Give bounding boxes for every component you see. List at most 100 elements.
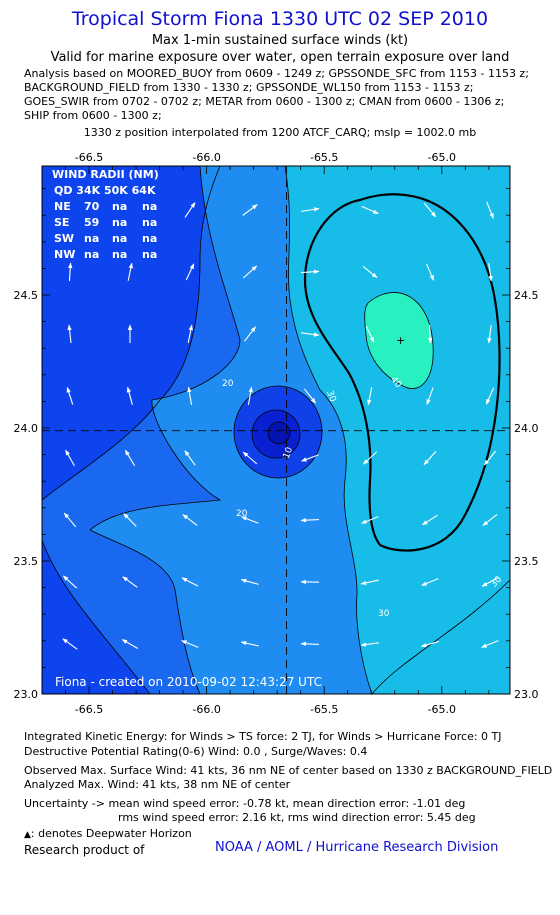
uncertainty-line-1: Uncertainty -> mean wind speed error: -0… — [24, 797, 466, 810]
deepwater-label: : denotes Deepwater Horizon — [30, 827, 192, 840]
wind-arrow — [486, 201, 494, 219]
wind-arrow — [66, 386, 74, 405]
deepwater-legend: ▲: denotes Deepwater Horizon — [24, 827, 192, 840]
wind-radii-qd: SW — [54, 232, 74, 245]
wind-radii-qd: NW — [54, 248, 75, 261]
wind-arrow — [360, 642, 379, 647]
wind-arrow — [300, 518, 320, 523]
wind-arrow — [481, 640, 499, 648]
wind-arrow — [362, 451, 377, 465]
analysis-line-1: Analysis based on MOORED_BUOY from 0609 … — [24, 67, 529, 80]
wind-arrow — [181, 577, 199, 587]
lat-tick-label: 24.0 — [14, 422, 39, 435]
wind-arrow — [121, 639, 139, 649]
wind-radii-64k: na — [142, 248, 157, 261]
wind-arrow — [240, 578, 259, 585]
lon-tick-label: -66.0 — [192, 703, 220, 715]
analysis-line-3: GOES_SWIR from 0702 - 0702 z; METAR from… — [24, 95, 505, 108]
dpr-line: Destructive Potential Rating(0-6) Wind: … — [24, 745, 368, 758]
wind-radii-64k: na — [142, 216, 157, 229]
wind-arrow — [304, 388, 316, 404]
lon-tick-label: -66.0 — [192, 151, 220, 164]
wind-arrow — [123, 513, 137, 527]
contour-label-20-south: 20 — [236, 509, 248, 519]
wind-arrow — [423, 450, 437, 466]
wind-arrow — [426, 387, 434, 405]
contour-label-30-center: 30 — [324, 389, 337, 403]
wind-radii-50k: na — [112, 248, 127, 261]
wind-arrow — [184, 450, 196, 466]
triangle-icon: ▲ — [24, 830, 31, 840]
wind-arrow — [124, 449, 136, 466]
lat-tick-label: 24.5 — [14, 289, 39, 302]
contour-label-30-south: 30 — [378, 609, 390, 619]
wind-arrow — [63, 512, 77, 528]
wind-arrow — [67, 324, 72, 344]
noaa-link[interactable]: NOAA / AOML / Hurricane Research Divisio… — [215, 840, 499, 855]
wind-radii-34k: na — [84, 248, 99, 261]
wind-radii-50k: na — [112, 216, 127, 229]
wind-arrow — [425, 263, 435, 281]
wind-radii-50k: na — [112, 200, 127, 213]
wind-arrow — [420, 641, 439, 648]
wind-arrow — [362, 265, 378, 279]
research-label: Research product of — [24, 843, 145, 857]
core-center — [268, 422, 290, 444]
wind-arrow — [247, 386, 253, 405]
wind-arrow — [242, 451, 258, 465]
zone-30-40 — [285, 166, 510, 694]
wind-radii-qd: NE — [54, 200, 71, 213]
wind-arrow — [301, 332, 320, 337]
lon-tick-label: -66.5 — [75, 703, 103, 715]
wind-arrow — [367, 387, 373, 406]
lat-tick-label: 24.5 — [514, 289, 539, 302]
wind-radii-50k: na — [112, 232, 127, 245]
wind-radii-64k: na — [142, 200, 157, 213]
wind-arrow — [423, 202, 437, 218]
map-subtitle-2: Valid for marine exposure over water, op… — [50, 50, 510, 65]
wind-arrow — [62, 575, 78, 589]
analyzed-max-wind: Analyzed Max. Wind: 41 kts, 38 nm NE of … — [24, 778, 291, 791]
wind-arrow — [427, 324, 433, 344]
wind-radii-table: WIND RADII (NM) QD 34K 50K 64K NE 70 na … — [52, 168, 159, 261]
lat-tick-label: 23.5 — [14, 555, 39, 568]
wind-arrow — [242, 265, 258, 279]
wind-arrow — [182, 514, 198, 526]
wind-arrow — [187, 324, 193, 343]
lon-tick-label: -65.0 — [428, 703, 456, 715]
wind-arrow — [181, 640, 199, 648]
wind-arrow — [421, 578, 439, 586]
wind-arrow — [185, 263, 195, 281]
max-wind-marker-icon: + — [396, 334, 405, 347]
map-title: Tropical Storm Fiona 1330 UTC 02 SEP 201… — [71, 8, 489, 30]
wind-arrow — [361, 516, 379, 524]
wind-arrow — [184, 202, 196, 218]
wind-arrow — [301, 454, 319, 462]
wind-arrow — [485, 387, 495, 405]
contour-34kt — [303, 193, 501, 552]
wind-radii-title: WIND RADII (NM) — [52, 168, 159, 181]
map-credit: Fiona - created on 2010-09-02 12:43:27 U… — [55, 675, 322, 689]
wind-arrow — [241, 516, 259, 524]
observed-max-wind: Observed Max. Surface Wind: 41 kts, 36 n… — [24, 764, 553, 777]
contour-label-20-west: 20 — [222, 379, 234, 389]
wind-radii-34k: 59 — [84, 216, 99, 229]
wind-arrow — [483, 450, 497, 466]
wind-arrow — [360, 579, 379, 586]
wind-arrow — [187, 386, 193, 405]
wind-arrow — [488, 263, 493, 282]
lon-tick-label: -65.0 — [428, 151, 456, 164]
analysis-line-2: BACKGROUND_FIELD from 1330 - 1330 z; GPS… — [24, 81, 474, 94]
wind-arrow — [127, 262, 133, 281]
wind-arrow — [300, 269, 320, 274]
wind-radii-header: QD 34K 50K 64K — [54, 184, 156, 197]
wind-arrow — [240, 640, 259, 647]
wind-radii-34k: 70 — [84, 200, 100, 213]
wind-arrow — [481, 577, 499, 587]
lat-tick-label: 23.0 — [514, 688, 539, 701]
wind-arrow — [487, 325, 492, 344]
lon-tick-label: -65.5 — [310, 703, 338, 715]
wind-radii-64k: na — [142, 232, 157, 245]
wind-arrow — [300, 641, 320, 647]
zone-gt40 — [364, 292, 434, 389]
